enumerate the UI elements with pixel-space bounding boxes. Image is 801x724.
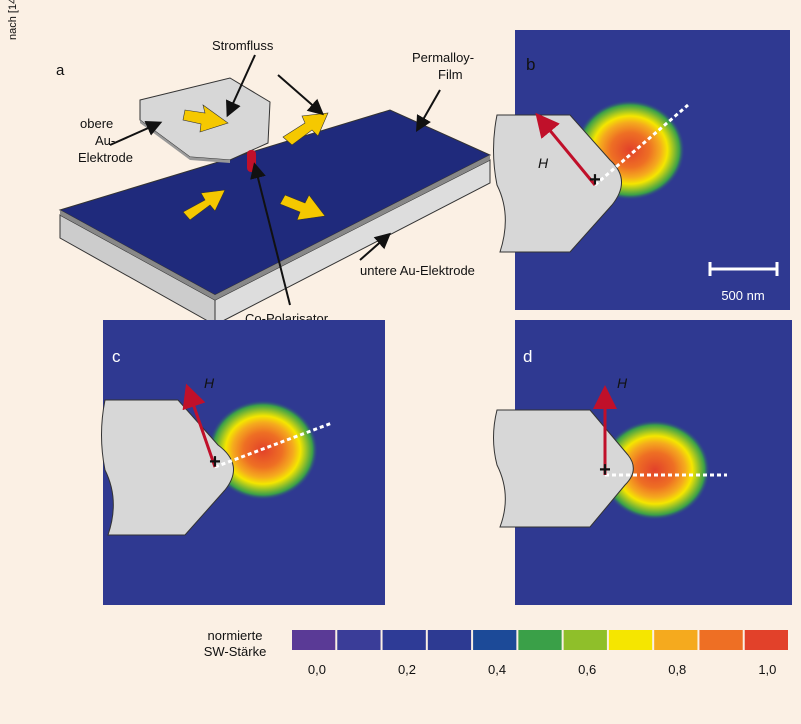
colorbar-tick: 0,6	[578, 662, 596, 677]
colorbar-title: SW-Stärke	[204, 644, 267, 659]
colorbar-tick: 0,2	[398, 662, 416, 677]
colorbar-cell	[428, 630, 471, 650]
label-top-electrode: obere	[80, 116, 113, 131]
label-current: Stromfluss	[212, 38, 274, 53]
panel-label: c	[112, 347, 121, 366]
colorbar-title: normierte	[208, 628, 263, 643]
label-film: Film	[438, 67, 463, 82]
label-bottom-electrode: untere Au-Elektrode	[360, 263, 475, 278]
colorbar-cell	[745, 630, 788, 650]
cross: +	[599, 459, 611, 481]
label-top-electrode: Au-	[95, 133, 115, 148]
source-note: nach [14]	[7, 0, 19, 40]
colorbar-cell	[518, 630, 561, 650]
colorbar-cell	[473, 630, 516, 650]
panel-a: a Stromfluss Permalloy- Film obere Au- E…	[56, 38, 490, 326]
colorbar-cell	[292, 630, 335, 650]
colorbar: normierte SW-Stärke 0,0 0,2 0,4 0,6 0,8 1,0	[204, 628, 788, 677]
label-top-electrode: Elektrode	[78, 150, 133, 165]
colorbar-cell	[337, 630, 380, 650]
scale-label: 500 nm	[721, 288, 764, 303]
colorbar-cell	[654, 630, 697, 650]
label-film: Permalloy-	[412, 50, 474, 65]
colorbar-cell	[564, 630, 607, 650]
colorbar-tick: 0,4	[488, 662, 506, 677]
panel-c: + H c	[102, 320, 386, 605]
cross: +	[209, 451, 221, 473]
field-label: H	[204, 375, 215, 391]
page: {"source_note": "nach [14]", "panel_a": …	[0, 0, 801, 724]
panel-d: + H d	[494, 320, 793, 605]
field-label: H	[617, 375, 628, 391]
colorbar-tick: 0,0	[308, 662, 326, 677]
figure: nach [14] a Stromfluss Permalloy- Film o…	[0, 0, 801, 724]
colorbar-cell	[699, 630, 742, 650]
panel-label: a	[56, 62, 65, 79]
colorbar-tick: 1,0	[758, 662, 776, 677]
colorbar-cell	[383, 630, 426, 650]
panel-label: b	[526, 55, 535, 74]
panel-label: d	[523, 347, 532, 366]
panel-b: + H b 500 nm	[494, 30, 791, 310]
colorbar-tick: 0,8	[668, 662, 686, 677]
field-label: H	[538, 155, 549, 171]
cross: +	[589, 169, 601, 191]
colorbar-cell	[609, 630, 652, 650]
